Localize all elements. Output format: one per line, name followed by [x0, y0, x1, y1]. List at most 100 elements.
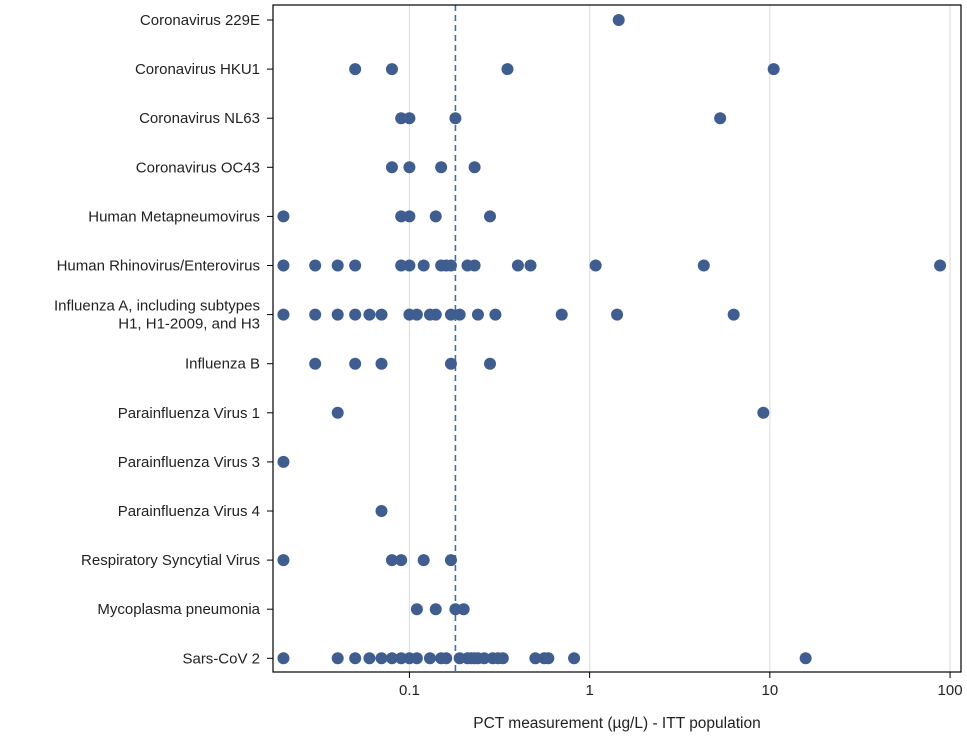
data-point	[417, 259, 430, 272]
data-point	[277, 259, 290, 272]
data-point	[363, 652, 376, 665]
category-label: Coronavirus OC43	[136, 159, 260, 176]
data-point	[375, 308, 388, 321]
data-point	[468, 259, 481, 272]
data-point	[471, 308, 484, 321]
data-point	[277, 554, 290, 567]
data-point	[385, 554, 398, 567]
data-point	[757, 406, 770, 419]
data-point	[395, 554, 408, 567]
x-tick-label: 1	[585, 682, 593, 699]
data-point	[429, 308, 442, 321]
data-point	[489, 308, 502, 321]
point-layer	[277, 14, 947, 665]
data-point	[767, 63, 780, 76]
data-point	[457, 603, 470, 616]
data-point	[568, 652, 581, 665]
data-point	[395, 210, 408, 223]
data-point	[403, 210, 416, 223]
data-point	[331, 308, 344, 321]
category-label: Mycoplasma pneumonia	[97, 601, 260, 618]
category-label: H1, H1-2009, and H3	[118, 316, 260, 333]
data-point	[589, 259, 602, 272]
data-point	[612, 14, 625, 26]
data-point	[277, 455, 290, 468]
category-label: Coronavirus HKU1	[135, 61, 260, 78]
data-point	[331, 259, 344, 272]
category-label: Sars-CoV 2	[182, 650, 260, 667]
x-tick-label: 0.1	[399, 682, 420, 699]
data-point	[277, 210, 290, 223]
data-point	[453, 308, 466, 321]
data-point	[524, 259, 537, 272]
data-point	[934, 259, 947, 272]
data-point	[429, 603, 442, 616]
data-point	[484, 357, 497, 370]
data-point	[542, 652, 555, 665]
data-point	[395, 112, 408, 125]
data-point	[529, 652, 542, 665]
category-label: Human Metapneumovirus	[88, 208, 260, 225]
data-point	[444, 554, 457, 567]
data-point	[375, 357, 388, 370]
data-point	[511, 259, 524, 272]
data-point	[309, 357, 322, 370]
data-point	[444, 259, 457, 272]
x-tick-label: 10	[762, 682, 779, 699]
data-point	[727, 308, 740, 321]
data-point	[395, 652, 408, 665]
data-point	[714, 112, 727, 125]
data-point	[331, 652, 344, 665]
data-point	[410, 308, 423, 321]
data-point	[385, 161, 398, 174]
data-point	[449, 603, 462, 616]
data-point	[799, 652, 812, 665]
data-point	[403, 112, 416, 125]
data-point	[385, 652, 398, 665]
category-label: Influenza B	[185, 356, 260, 373]
data-point	[410, 603, 423, 616]
data-point	[331, 406, 344, 419]
data-point	[349, 259, 362, 272]
data-point	[423, 652, 436, 665]
category-label: Parainfluenza Virus 4	[118, 503, 260, 520]
data-point	[349, 63, 362, 76]
data-point	[403, 259, 416, 272]
data-point	[349, 652, 362, 665]
category-label: Parainfluenza Virus 3	[118, 454, 260, 471]
data-point	[410, 652, 423, 665]
category-label: Human Rhinovirus/Enterovirus	[57, 258, 260, 275]
data-point	[363, 308, 376, 321]
data-point	[403, 161, 416, 174]
plot-frame	[272, 4, 962, 673]
data-point	[444, 308, 457, 321]
category-label: Coronavirus NL63	[139, 110, 260, 127]
data-point	[309, 259, 322, 272]
data-point	[478, 652, 491, 665]
data-point	[444, 357, 457, 370]
x-axis: 0.1 1 10 100	[399, 672, 963, 699]
category-axis: Coronavirus 229E Coronavirus HKU1 Coronavi…	[54, 12, 273, 667]
data-point	[440, 652, 453, 665]
data-point	[429, 210, 442, 223]
data-point	[375, 505, 388, 517]
x-tick-label: 100	[938, 682, 963, 699]
data-point	[555, 308, 568, 321]
data-point	[349, 308, 362, 321]
data-point	[697, 259, 710, 272]
data-point	[484, 210, 497, 223]
data-point	[277, 652, 290, 665]
data-point	[417, 554, 430, 567]
category-label: Influenza A, including subtypes	[54, 298, 260, 315]
data-point	[277, 308, 290, 321]
data-point	[375, 652, 388, 665]
data-point	[449, 112, 462, 125]
data-point	[468, 161, 481, 174]
category-label: Parainfluenza Virus 1	[118, 405, 260, 422]
data-point	[435, 161, 448, 174]
data-point	[496, 652, 509, 665]
category-label: Coronavirus 229E	[140, 12, 260, 29]
grid-layer	[408, 5, 951, 672]
